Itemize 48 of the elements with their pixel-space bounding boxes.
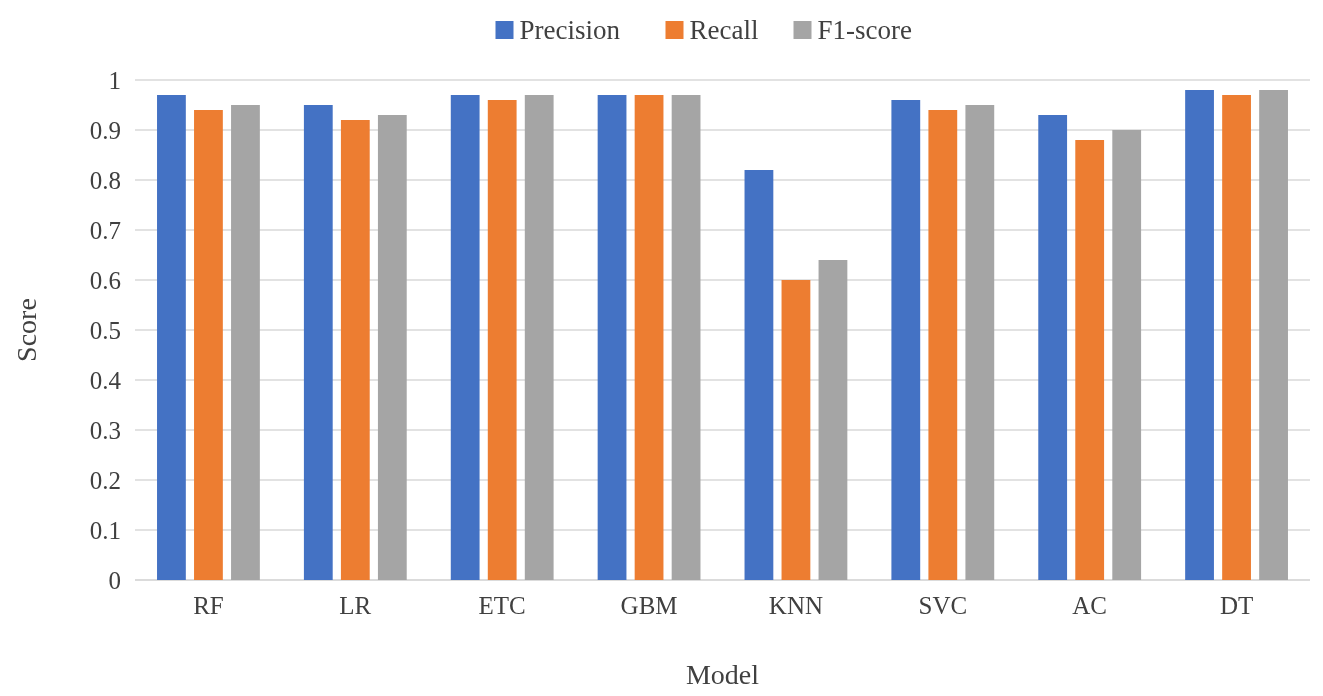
x-tick-label: KNN [768, 592, 824, 619]
y-tick-label: 0.1 [89, 516, 121, 544]
y-tick-label: 0.9 [89, 116, 121, 144]
x-tick-label: LR [339, 592, 372, 619]
x-tick-label: AC [1072, 592, 1108, 619]
bar [1222, 95, 1251, 580]
bar [744, 170, 774, 580]
bar [965, 105, 995, 580]
y-tick-label: 0.5 [89, 316, 121, 344]
bar [634, 95, 664, 580]
x-tick-label: RF [193, 592, 224, 619]
bar [597, 95, 627, 580]
legend-label: Recall [689, 15, 759, 45]
y-tick-label: 0 [108, 566, 121, 594]
legend-label: F1-score [817, 15, 912, 45]
y-tick-label: 0.7 [89, 216, 121, 244]
x-tick-label: GBM [620, 592, 678, 619]
y-tick-label: 0.2 [89, 466, 121, 494]
y-tick-label: 1 [108, 66, 121, 94]
bar [1075, 140, 1105, 580]
bar [377, 115, 407, 580]
x-axis-title: Model [685, 659, 760, 690]
bar [891, 100, 921, 580]
bar [450, 95, 480, 580]
bar [194, 110, 223, 580]
y-tick-label: 0.4 [89, 366, 122, 394]
bar [781, 280, 811, 580]
y-tick-label: 0.3 [89, 416, 121, 444]
bar [1259, 90, 1288, 580]
bar [487, 100, 517, 580]
bar [303, 105, 333, 580]
x-tick-label: SVC [918, 592, 968, 619]
bar [524, 95, 554, 580]
legend-label: Precision [519, 15, 621, 45]
bar [671, 95, 701, 580]
bar [340, 120, 370, 580]
bar [231, 105, 260, 580]
bar [157, 95, 186, 580]
bar [1185, 90, 1214, 580]
y-tick-label: 0.8 [89, 166, 121, 194]
x-tick-label: DT [1219, 592, 1254, 619]
bar [1038, 115, 1068, 580]
bar [1112, 130, 1142, 580]
bar [818, 260, 848, 580]
bar [928, 110, 958, 580]
y-tick-label: 0.6 [89, 266, 121, 294]
x-tick-label: ETC [478, 592, 526, 619]
y-axis-title: Score [11, 298, 42, 362]
